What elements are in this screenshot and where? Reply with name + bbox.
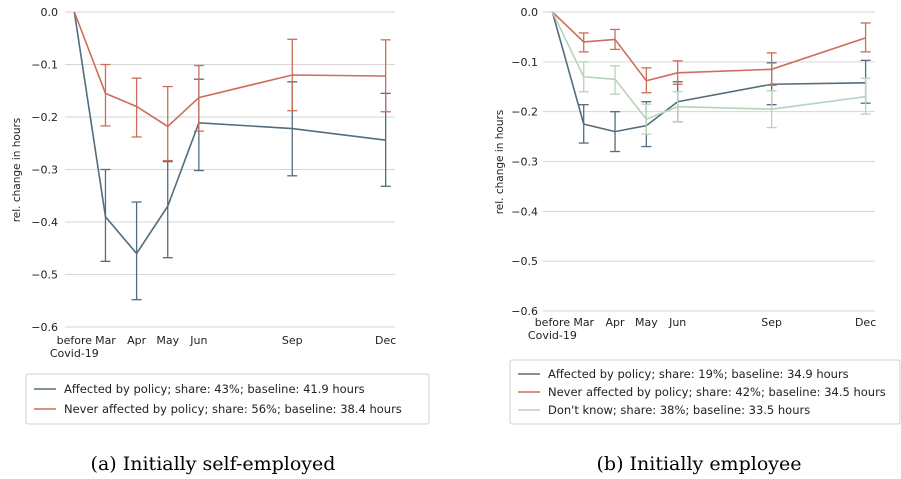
x-tick-label: before Covid-19 bbox=[528, 316, 577, 342]
legend-box bbox=[25, 373, 430, 425]
legend-label: Affected by policy; share: 43%; baseline… bbox=[64, 382, 365, 396]
y-tick-label: −0.3 bbox=[31, 164, 58, 177]
legend-box bbox=[509, 359, 901, 425]
x-tick-label: Apr bbox=[606, 316, 626, 329]
y-axis-label: rel. change in hours bbox=[494, 110, 506, 215]
y-tick-label: −0.1 bbox=[511, 56, 538, 69]
caption-self-employed: (a) Initially self-employed bbox=[91, 453, 336, 475]
legend-label: Never affected by policy; share: 42%; ba… bbox=[548, 385, 886, 399]
y-tick-label: 0.0 bbox=[41, 6, 59, 19]
y-tick-label: −0.4 bbox=[511, 205, 538, 218]
x-tick-label: Dec bbox=[855, 316, 876, 329]
y-axis-label: rel. change in hours bbox=[11, 118, 23, 223]
legend-label: Affected by policy; share: 19%; baseline… bbox=[548, 367, 849, 381]
x-tick-label: Sep bbox=[282, 334, 303, 347]
y-tick-label: −0.6 bbox=[511, 305, 538, 318]
series-line bbox=[73, 11, 386, 128]
caption-employee: (b) Initially employee bbox=[597, 453, 802, 475]
x-tick-label: before Covid-19 bbox=[50, 334, 99, 360]
series-line bbox=[551, 11, 866, 82]
x-tick-label: Apr bbox=[127, 334, 147, 347]
x-tick-label: May bbox=[156, 334, 179, 347]
y-tick-label: −0.5 bbox=[31, 269, 58, 282]
y-tick-label: −0.2 bbox=[31, 111, 58, 124]
y-tick-label: −0.3 bbox=[511, 156, 538, 169]
y-tick-label: 0.0 bbox=[521, 6, 539, 19]
x-tick-label: Mar bbox=[95, 334, 116, 347]
x-tick-label: Sep bbox=[761, 316, 782, 329]
y-tick-label: −0.2 bbox=[511, 106, 538, 119]
legend-label: Don't know; share: 38%; baseline: 33.5 h… bbox=[548, 403, 810, 417]
y-tick-label: −0.4 bbox=[31, 216, 58, 229]
series-line bbox=[73, 11, 386, 255]
y-tick-label: −0.6 bbox=[31, 321, 58, 334]
x-tick-label: May bbox=[635, 316, 658, 329]
y-tick-label: −0.5 bbox=[511, 255, 538, 268]
x-tick-label: Jun bbox=[668, 316, 686, 329]
x-tick-label: Mar bbox=[573, 316, 594, 329]
x-tick-label: Dec bbox=[375, 334, 396, 347]
y-tick-label: −0.1 bbox=[31, 59, 58, 72]
legend-label: Never affected by policy; share: 56%; ba… bbox=[64, 402, 402, 416]
series-line bbox=[551, 11, 866, 121]
x-tick-label: Jun bbox=[189, 334, 207, 347]
